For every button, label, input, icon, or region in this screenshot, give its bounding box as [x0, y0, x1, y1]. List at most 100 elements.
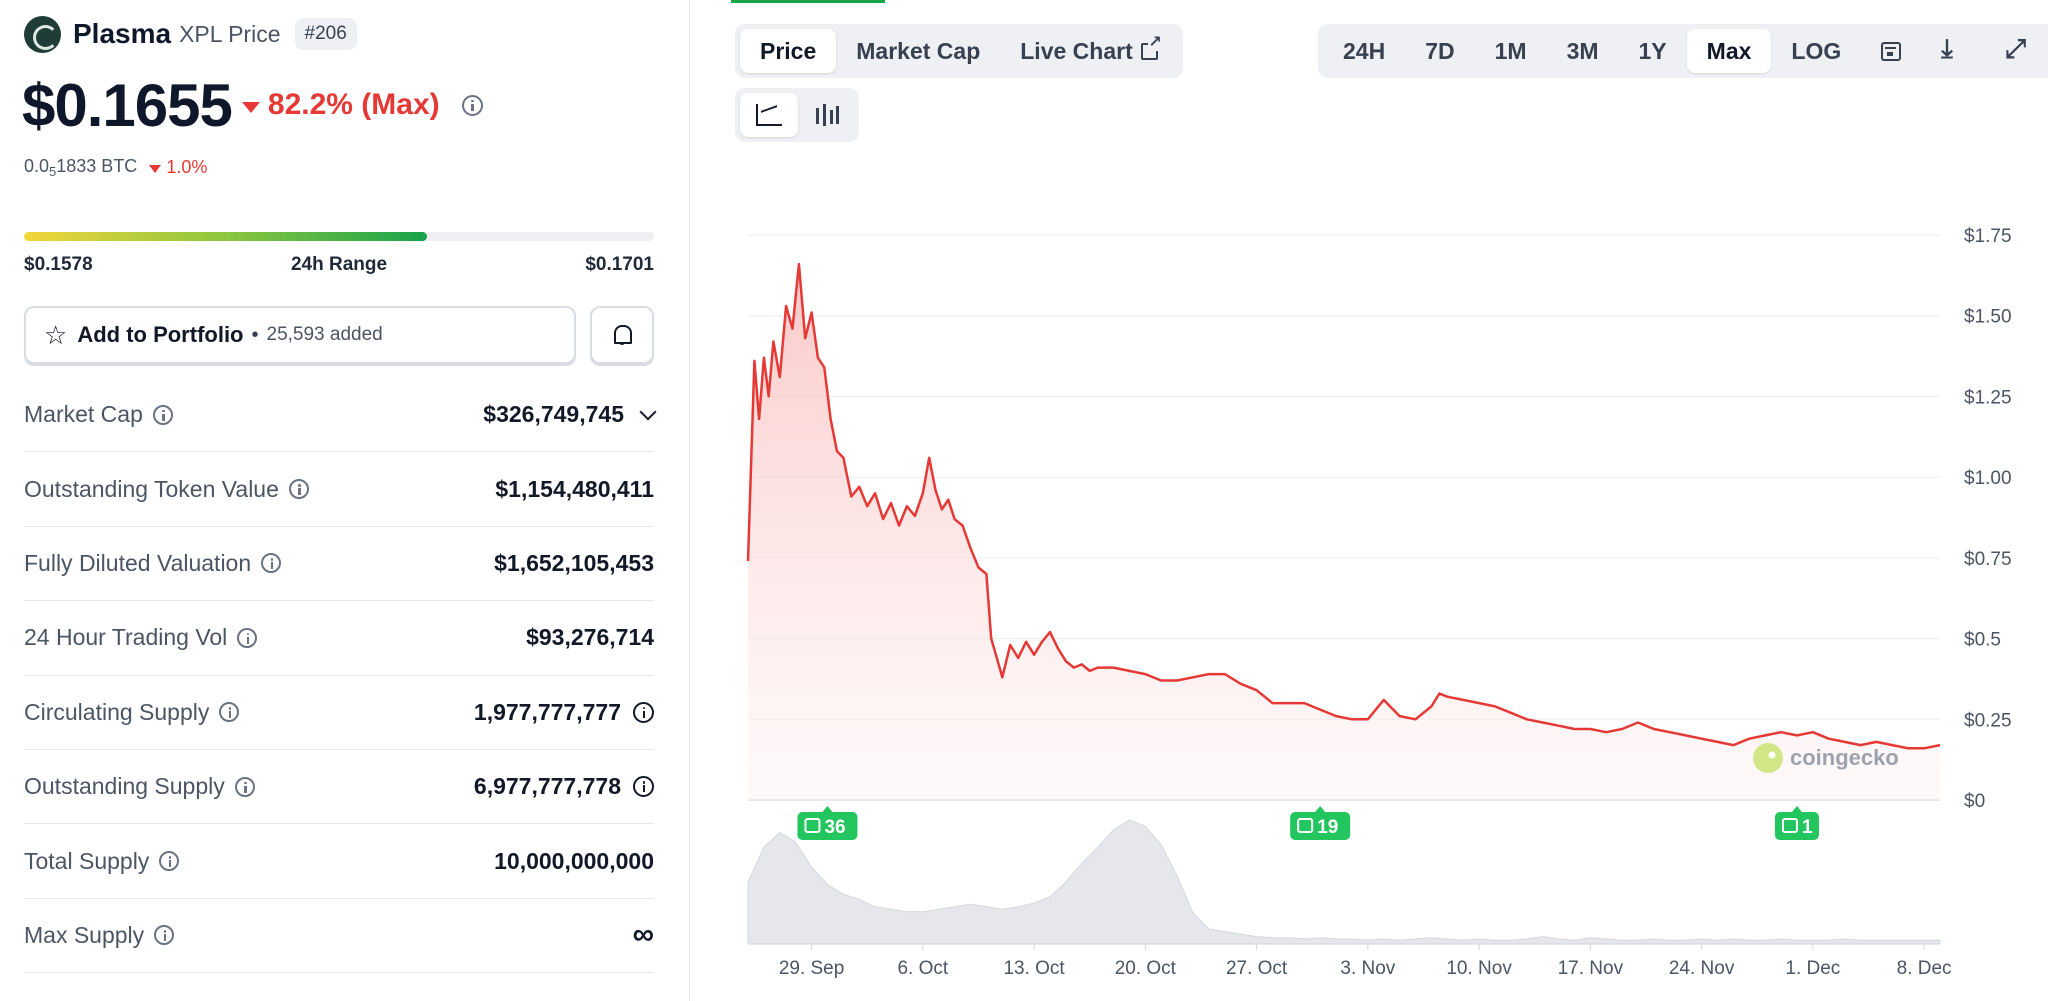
range-bar [24, 232, 654, 241]
stat-value: $326,749,745 [483, 401, 657, 428]
stat-value: $93,276,714 [526, 624, 654, 651]
news-marker[interactable]: 19 [1290, 806, 1351, 840]
info-icon[interactable] [154, 925, 175, 946]
range-low: $0.1578 [24, 254, 93, 275]
info-icon[interactable] [237, 627, 258, 648]
price-row: $0.1655 82.2% (Max) [22, 70, 483, 140]
chart-style-toggle [735, 88, 859, 142]
stat-label: Max Supply [24, 922, 175, 949]
btc-price-row: 0.051833 BTC 1.0% [24, 156, 207, 179]
stat-label: Outstanding Token Value [24, 476, 309, 503]
y-tick-label: $1.00 [1964, 468, 2012, 489]
coin-subtitle: XPL Price [179, 20, 281, 47]
stat-row-market-cap[interactable]: Market Cap $326,749,745 [24, 378, 657, 453]
price-area [748, 264, 1940, 801]
rank-badge: #206 [294, 18, 357, 50]
stat-label: 24 Hour Trading Vol [24, 624, 258, 651]
range-7d[interactable]: 7D [1425, 37, 1455, 64]
info-icon[interactable] [288, 479, 309, 500]
x-tick-label: 17. Nov [1558, 958, 1624, 979]
x-tick-label: 10. Nov [1446, 958, 1512, 979]
range-log[interactable]: LOG [1791, 37, 1842, 64]
fullscreen-icon [2005, 33, 2029, 65]
caret-down-icon [241, 101, 260, 113]
range-24h[interactable]: 24H [1343, 37, 1386, 64]
y-tick-label: $0.5 [1964, 630, 2001, 651]
stat-label: Market Cap [24, 401, 173, 428]
x-tick-label: 29. Sep [779, 958, 845, 979]
line-chart-icon [756, 104, 782, 126]
x-tick-label: 1. Dec [1785, 958, 1840, 979]
caret-down-icon [149, 164, 162, 173]
plasma-logo-icon [24, 15, 61, 53]
price-alert-button[interactable] [590, 306, 654, 364]
x-tick-label: 20. Oct [1115, 958, 1177, 979]
stat-row-24h-trading-vol: 24 Hour Trading Vol $93,276,714 [24, 601, 654, 676]
stats-table: Market Cap $326,749,745 Outstanding Toke… [24, 378, 657, 974]
btc-price-change: 1.0% [149, 157, 207, 178]
download-icon [1941, 33, 1965, 65]
candlestick-icon [814, 104, 839, 126]
stat-row-outstanding-supply: Outstanding Supply 6,977,777,778 [24, 750, 654, 825]
chart-panel: Price Market Cap Live Chart 24H 7D 1M 3M… [690, 0, 2048, 1001]
news-marker[interactable]: 36 [797, 806, 858, 840]
x-tick-label: 27. Oct [1226, 958, 1288, 979]
download-button[interactable] [1921, 29, 1985, 73]
coin-overview-panel: Plasma XPL Price #206 $0.1655 82.2% (Max… [0, 0, 690, 1001]
time-range-tabs: 24H 7D 1M 3M 1Y Max LOG [1318, 24, 2048, 78]
price-line [746, 262, 1941, 750]
coin-header: Plasma XPL Price #206 [24, 14, 357, 54]
coingecko-logo-icon [1753, 743, 1783, 773]
news-marker-count: 36 [824, 817, 845, 838]
btc-price: 0.051833 BTC [24, 156, 138, 179]
line-chart-button[interactable] [740, 93, 798, 137]
bell-icon [613, 324, 632, 346]
range-1y[interactable]: 1Y [1638, 37, 1667, 64]
info-icon[interactable] [234, 776, 255, 797]
tab-market-cap[interactable]: Market Cap [856, 37, 981, 64]
stat-value: $1,652,105,453 [494, 549, 654, 576]
range-high: $0.1701 [585, 254, 654, 275]
news-marker[interactable]: 1 [1774, 806, 1819, 840]
y-tick-label: $1.50 [1964, 307, 2012, 328]
info-icon[interactable] [152, 404, 173, 425]
range-max[interactable]: Max [1686, 29, 1772, 73]
stat-row-fully-diluted-valuation: Fully Diluted Valuation $1,652,105,453 [24, 527, 654, 602]
newspaper-icon [804, 818, 821, 833]
info-icon[interactable] [633, 701, 654, 723]
range-label: 24h Range [290, 254, 388, 275]
stat-value: ∞ [632, 918, 654, 952]
fullscreen-button[interactable] [1985, 29, 2048, 73]
stat-value: $1,154,480,411 [495, 475, 654, 502]
external-link-icon [1140, 34, 1162, 60]
candlestick-chart-button[interactable] [798, 93, 854, 137]
price-chart[interactable]: $0 $0.25 $0.5 $0.75 $1.00 $1.25 $1.50 $1.75 coin… [690, 0, 2048, 1001]
stat-row-max-supply: Max Supply ∞ [24, 899, 654, 974]
info-icon[interactable] [261, 553, 282, 574]
portfolio-label: Add to Portfolio [77, 322, 244, 347]
chevron-down-icon[interactable] [639, 403, 657, 421]
stat-label: Fully Diluted Valuation [24, 550, 282, 577]
info-icon[interactable] [633, 776, 654, 798]
x-tick-label: 13. Oct [1003, 958, 1065, 979]
info-icon[interactable] [159, 851, 180, 872]
stat-value: 1,977,777,777 [474, 699, 654, 726]
portfolio-count: 25,593 added [266, 324, 383, 345]
stat-row-total-supply: Total Supply 10,000,000,000 [24, 824, 654, 899]
info-icon[interactable] [219, 702, 240, 723]
y-tick-label: $1.25 [1964, 387, 2012, 408]
y-tick-label: $0.25 [1964, 710, 2012, 731]
add-to-portfolio-button[interactable]: ☆ Add to Portfolio • 25,593 added [24, 306, 576, 364]
stat-row-circulating-supply: Circulating Supply 1,977,777,777 [24, 676, 654, 750]
range-3m[interactable]: 3M [1566, 37, 1599, 64]
range-labels: $0.1578 24h Range $0.1701 [24, 254, 654, 276]
price-change: 82.2% (Max) [267, 88, 440, 121]
tab-live-chart[interactable]: Live Chart [1000, 29, 1177, 73]
stat-label: Total Supply [24, 848, 180, 875]
x-tick-label: 6. Oct [897, 958, 948, 979]
range-1m[interactable]: 1M [1494, 37, 1527, 64]
info-icon[interactable] [461, 94, 483, 116]
stat-value: 10,000,000,000 [494, 847, 654, 874]
date-picker-button[interactable] [1861, 29, 1921, 73]
tab-price[interactable]: Price [740, 29, 837, 73]
